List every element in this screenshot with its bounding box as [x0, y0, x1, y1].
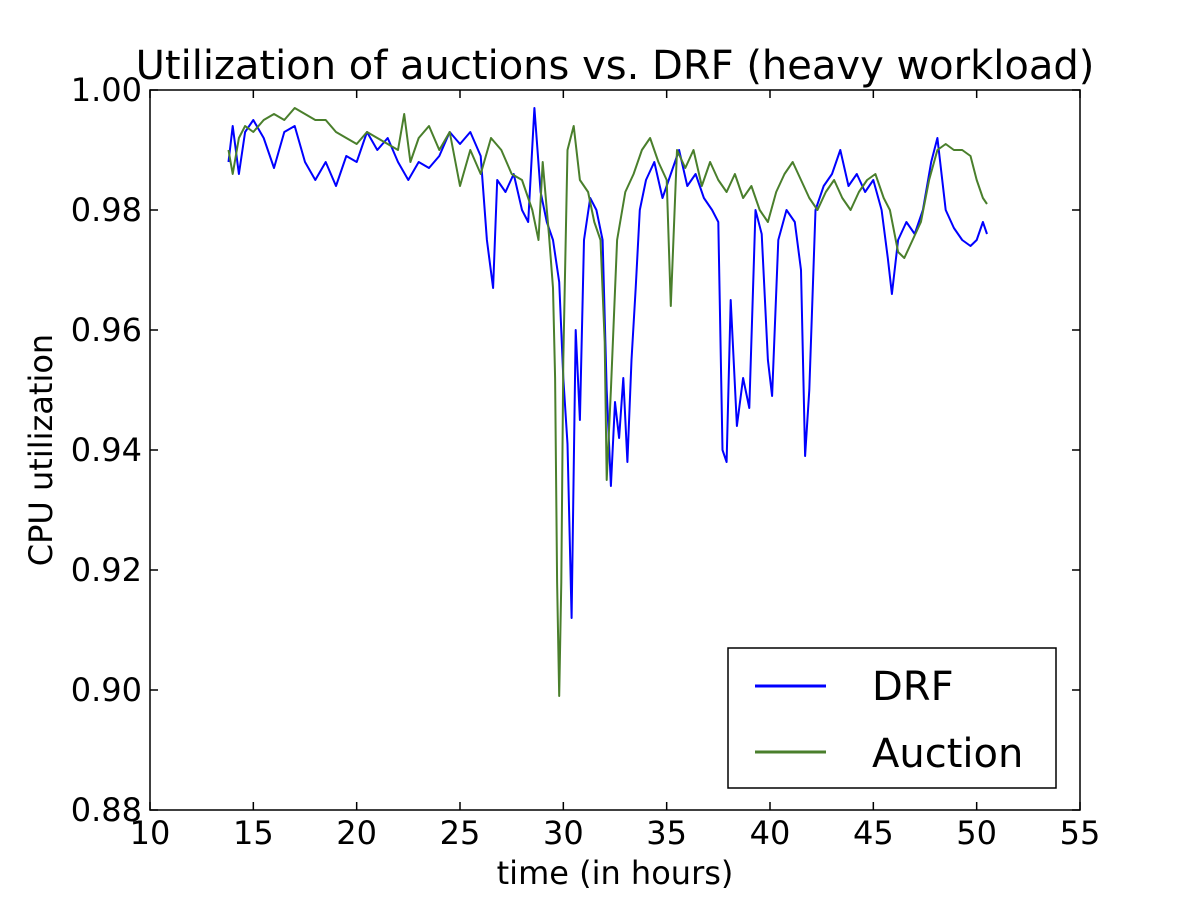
legend-label-auction: Auction — [872, 731, 1023, 777]
x-tick-label: 55 — [1060, 814, 1101, 852]
x-tick-label: 10 — [130, 814, 171, 852]
y-tick-label: 0.92 — [71, 551, 142, 589]
y-tick-label: 0.88 — [71, 791, 142, 829]
series-line-drf — [227, 107, 988, 619]
y-axis-label: CPU utilization — [22, 334, 60, 566]
x-axis-label: time (in hours) — [497, 854, 734, 892]
y-tick-label: 0.90 — [71, 671, 142, 709]
x-tick-label: 50 — [956, 814, 997, 852]
y-tick-label: 0.94 — [71, 431, 142, 469]
y-tick-label: 0.96 — [71, 311, 142, 349]
x-tick-label: 20 — [336, 814, 377, 852]
plot-area — [227, 107, 988, 697]
x-tick-label: 30 — [543, 814, 584, 852]
x-tick-label: 15 — [233, 814, 274, 852]
x-tick-label: 35 — [646, 814, 687, 852]
x-tick-label: 40 — [750, 814, 791, 852]
legend-box — [727, 647, 1057, 789]
axis-ticks: 10 15 20 25 30 35 40 45 50 55 0.88 0.90 0.92 0.94 0.96… — [71, 71, 1101, 852]
y-tick-label: 0.98 — [71, 191, 142, 229]
y-tick-label: 1.00 — [71, 71, 142, 109]
x-tick-label: 45 — [853, 814, 894, 852]
chart-title: Utilization of auctions vs. DRF (heavy w… — [136, 43, 1095, 89]
legend: DRF Auction — [727, 647, 1057, 789]
legend-label-drf: DRF — [872, 664, 954, 710]
x-tick-label: 25 — [440, 814, 481, 852]
series-line-auction — [227, 107, 988, 697]
